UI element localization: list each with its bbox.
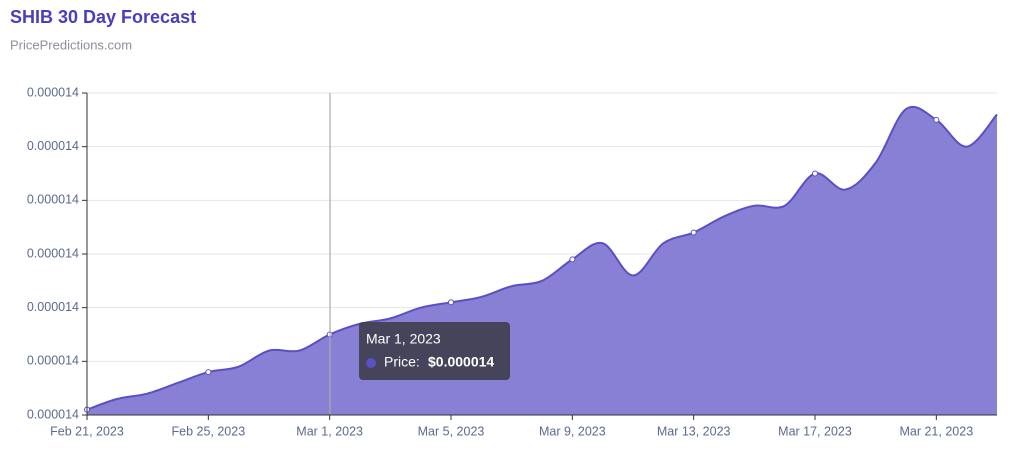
- tooltip: Mar 1, 2023 Price: $0.000014: [359, 322, 510, 380]
- x-tick-label: Mar 5, 2023: [418, 424, 485, 438]
- y-tick-label: 0.000014: [27, 407, 79, 421]
- line: [86, 105, 998, 411]
- tooltip-swatch: [366, 358, 376, 368]
- point: [690, 229, 697, 236]
- y-tick-label: 0.000014: [27, 354, 79, 368]
- x-tick-label: Feb 25, 2023: [171, 424, 245, 438]
- y-tick-label: 0.000014: [27, 300, 79, 314]
- point: [812, 170, 818, 177]
- tooltip-label: Price:: [384, 354, 420, 370]
- x-tick-label: Mar 9, 2023: [539, 424, 606, 438]
- tooltip-value: $0.000014: [428, 354, 494, 370]
- point: [205, 369, 212, 376]
- y-tick-label: 0.000014: [27, 139, 79, 153]
- y-tick-label: 0.000014: [27, 85, 79, 99]
- x-tick-label: Mar 1, 2023: [296, 424, 363, 438]
- y-tick-label: 0.000014: [27, 246, 79, 260]
- x-tick-label: Mar 17, 2023: [778, 424, 852, 438]
- point: [933, 116, 940, 123]
- chart-title: SHIB 30 Day Forecast: [10, 7, 196, 27]
- area: [87, 106, 997, 415]
- x-tick-label: Feb 21, 2023: [50, 424, 124, 438]
- x-tick-label: Mar 21, 2023: [899, 424, 973, 438]
- x-tick-label: Mar 13, 2023: [657, 424, 731, 438]
- point: [569, 256, 576, 263]
- chart-subtitle: PricePredictions.com: [10, 37, 132, 52]
- point: [448, 299, 454, 306]
- tooltip-title: Mar 1, 2023: [366, 331, 441, 347]
- tooltip-box: [359, 322, 510, 380]
- y-tick-label: 0.000014: [27, 193, 79, 207]
